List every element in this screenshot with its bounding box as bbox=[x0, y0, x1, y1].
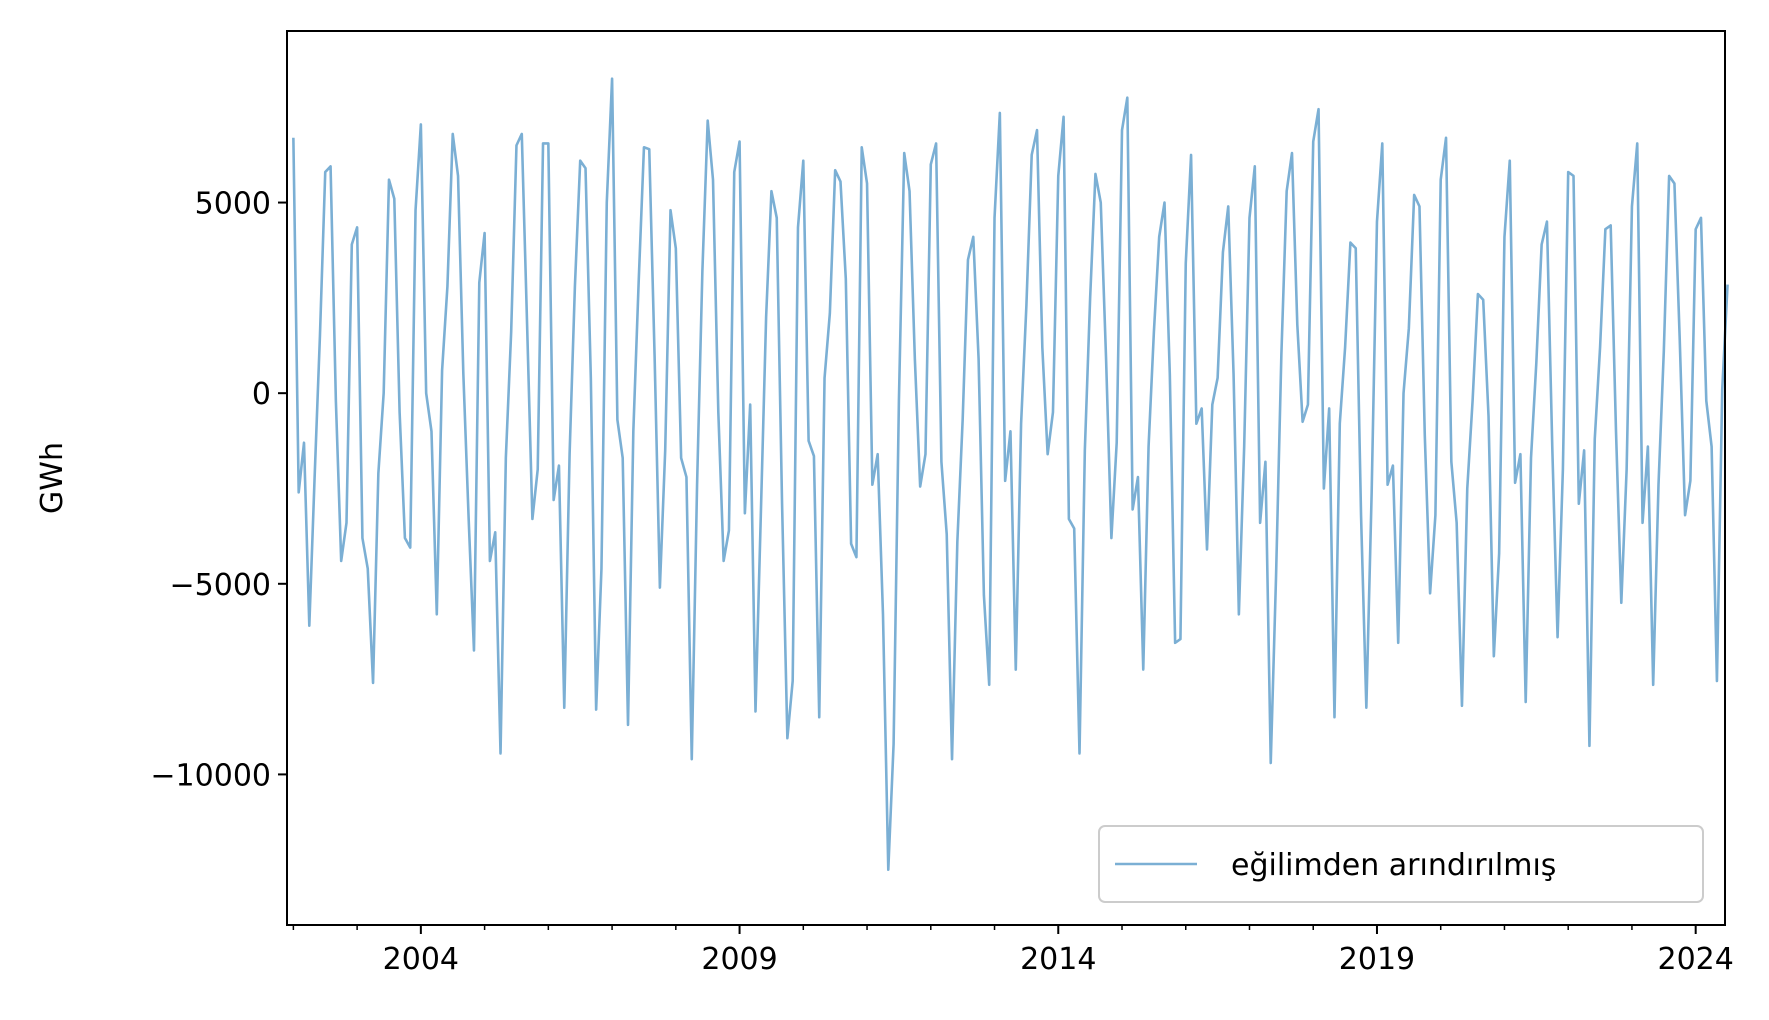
legend-box bbox=[1098, 825, 1704, 903]
y-tick-label: −5000 bbox=[170, 568, 271, 603]
x-tick-label: 2004 bbox=[383, 942, 459, 977]
x-tick-label: 2014 bbox=[1020, 942, 1096, 977]
y-axis-label: GWh bbox=[35, 442, 70, 514]
y-tick-label: 0 bbox=[252, 377, 271, 412]
legend: eğilimden arındırılmış bbox=[1098, 825, 1704, 903]
x-tick-label: 2009 bbox=[701, 942, 777, 977]
x-tick-label: 2024 bbox=[1657, 942, 1733, 977]
x-axis-ticks: 2004 2009 2014 2019 2024 bbox=[292, 925, 1734, 977]
legend-label: eğilimden arındırılmış bbox=[1231, 848, 1556, 883]
x-tick-label: 2019 bbox=[1339, 942, 1415, 977]
y-axis-ticks: 5000 0 −5000 −10000 bbox=[150, 187, 287, 793]
axes-frame bbox=[286, 30, 1726, 926]
y-tick-label: −10000 bbox=[150, 758, 271, 793]
y-tick-label: 5000 bbox=[195, 187, 271, 222]
series-line bbox=[292, 77, 1729, 872]
plot-area bbox=[286, 30, 1729, 926]
